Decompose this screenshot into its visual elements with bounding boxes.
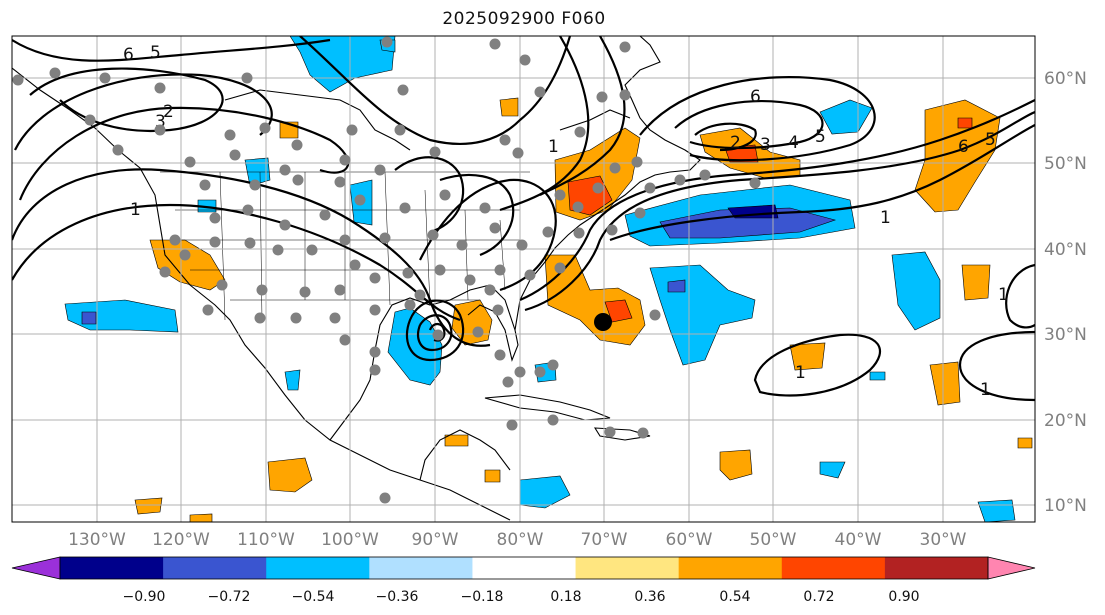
- lon-label: 60°W: [666, 530, 713, 550]
- contour-label: 1: [980, 380, 991, 400]
- colorbar-tick-label: 0.18: [550, 589, 581, 605]
- lon-label: 70°W: [581, 530, 628, 550]
- lat-label: 50°N: [1044, 154, 1087, 174]
- lon-label: 130°W: [68, 530, 126, 550]
- contour-label: 4: [788, 133, 799, 153]
- colorbar-tick-label: −0.36: [376, 589, 419, 605]
- contour-label: 1: [998, 285, 1009, 305]
- lat-label: 20°N: [1044, 411, 1087, 431]
- colorbar-tick-label: −0.90: [123, 589, 166, 605]
- contour-label: 5: [150, 43, 161, 63]
- lon-label: 90°W: [412, 530, 459, 550]
- lon-label: 110°W: [237, 530, 295, 550]
- colorbar: [11, 556, 1036, 580]
- contour-label: 2: [730, 133, 741, 153]
- colorbar-tick-label: −0.54: [292, 589, 335, 605]
- lon-label: 30°W: [920, 530, 967, 550]
- contour-label: 6: [958, 137, 969, 157]
- lon-label: 120°W: [152, 530, 210, 550]
- latitude-labels: 60°N 50°N 40°N 30°N 20°N 10°N: [1044, 69, 1087, 516]
- graticule: [12, 36, 1035, 522]
- contour-label: 6: [123, 45, 134, 65]
- lon-label: 80°W: [497, 530, 544, 550]
- lon-label: 100°W: [321, 530, 379, 550]
- contour-label: 2: [163, 102, 174, 122]
- colorbar-segment: [163, 557, 267, 579]
- contour-lines: [12, 36, 1035, 402]
- lat-label: 10°N: [1044, 496, 1087, 516]
- contour-label: 3: [760, 135, 771, 155]
- colorbar-tick-label: 0.90: [888, 589, 919, 605]
- contour-label: 1: [130, 200, 141, 220]
- contour-label: 6: [750, 87, 761, 107]
- colorbar-segment: [678, 557, 783, 579]
- colorbar-extend-high: [987, 556, 1036, 580]
- contour-label: 3: [155, 112, 166, 132]
- colorbar-segment: [266, 557, 370, 579]
- contour-label: 1: [548, 137, 559, 157]
- colorbar-tick-label: −0.72: [208, 589, 251, 605]
- contour-label: 5: [985, 130, 996, 150]
- colorbar-tick-label: −0.18: [461, 589, 504, 605]
- contour-label: 1: [795, 363, 806, 383]
- map-frame: [11, 35, 1036, 523]
- colorbar-segment: [60, 557, 164, 579]
- contour-label: 5: [815, 127, 826, 147]
- colorbar-segment: [472, 557, 577, 579]
- colorbar-tick-label: 0.36: [634, 589, 665, 605]
- colorbar-tick-label: 0.72: [803, 589, 834, 605]
- colorbar-segment: [369, 557, 473, 579]
- lat-label: 60°N: [1044, 69, 1087, 89]
- lon-label: 40°W: [835, 530, 882, 550]
- lon-label: 50°W: [750, 530, 797, 550]
- colorbar-tick-labels: −0.90 −0.72 −0.54 −0.36 −0.18 0.18 0.36 …: [123, 589, 920, 605]
- colorbar-extend-low: [11, 556, 61, 580]
- longitude-labels: 130°W 120°W 110°W 100°W 90°W 80°W 70°W 6…: [68, 530, 967, 550]
- contour-labels: 6 5 2 3 1 6 4 5 3 2 6 5 1 1 1 1 1: [123, 43, 1009, 400]
- storm-center-marker: [594, 313, 612, 331]
- chart-title: 2025092900 F060: [442, 9, 606, 29]
- colorbar-frame: [59, 556, 989, 580]
- colorbar-tick-label: 0.54: [719, 589, 750, 605]
- lat-label: 40°N: [1044, 240, 1087, 260]
- contour-label: 1: [880, 208, 891, 228]
- lat-label: 30°N: [1044, 325, 1087, 345]
- colorbar-segment: [575, 557, 680, 579]
- station-dots: [12, 36, 761, 504]
- colorbar-segment: [884, 557, 989, 579]
- colorbar-segment: [781, 557, 886, 579]
